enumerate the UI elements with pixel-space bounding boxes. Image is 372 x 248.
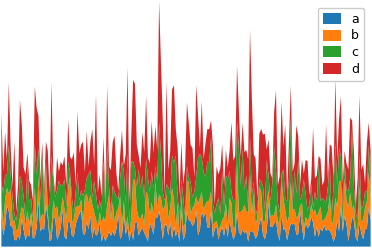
Legend: a, b, c, d: a, b, c, d <box>318 8 364 81</box>
